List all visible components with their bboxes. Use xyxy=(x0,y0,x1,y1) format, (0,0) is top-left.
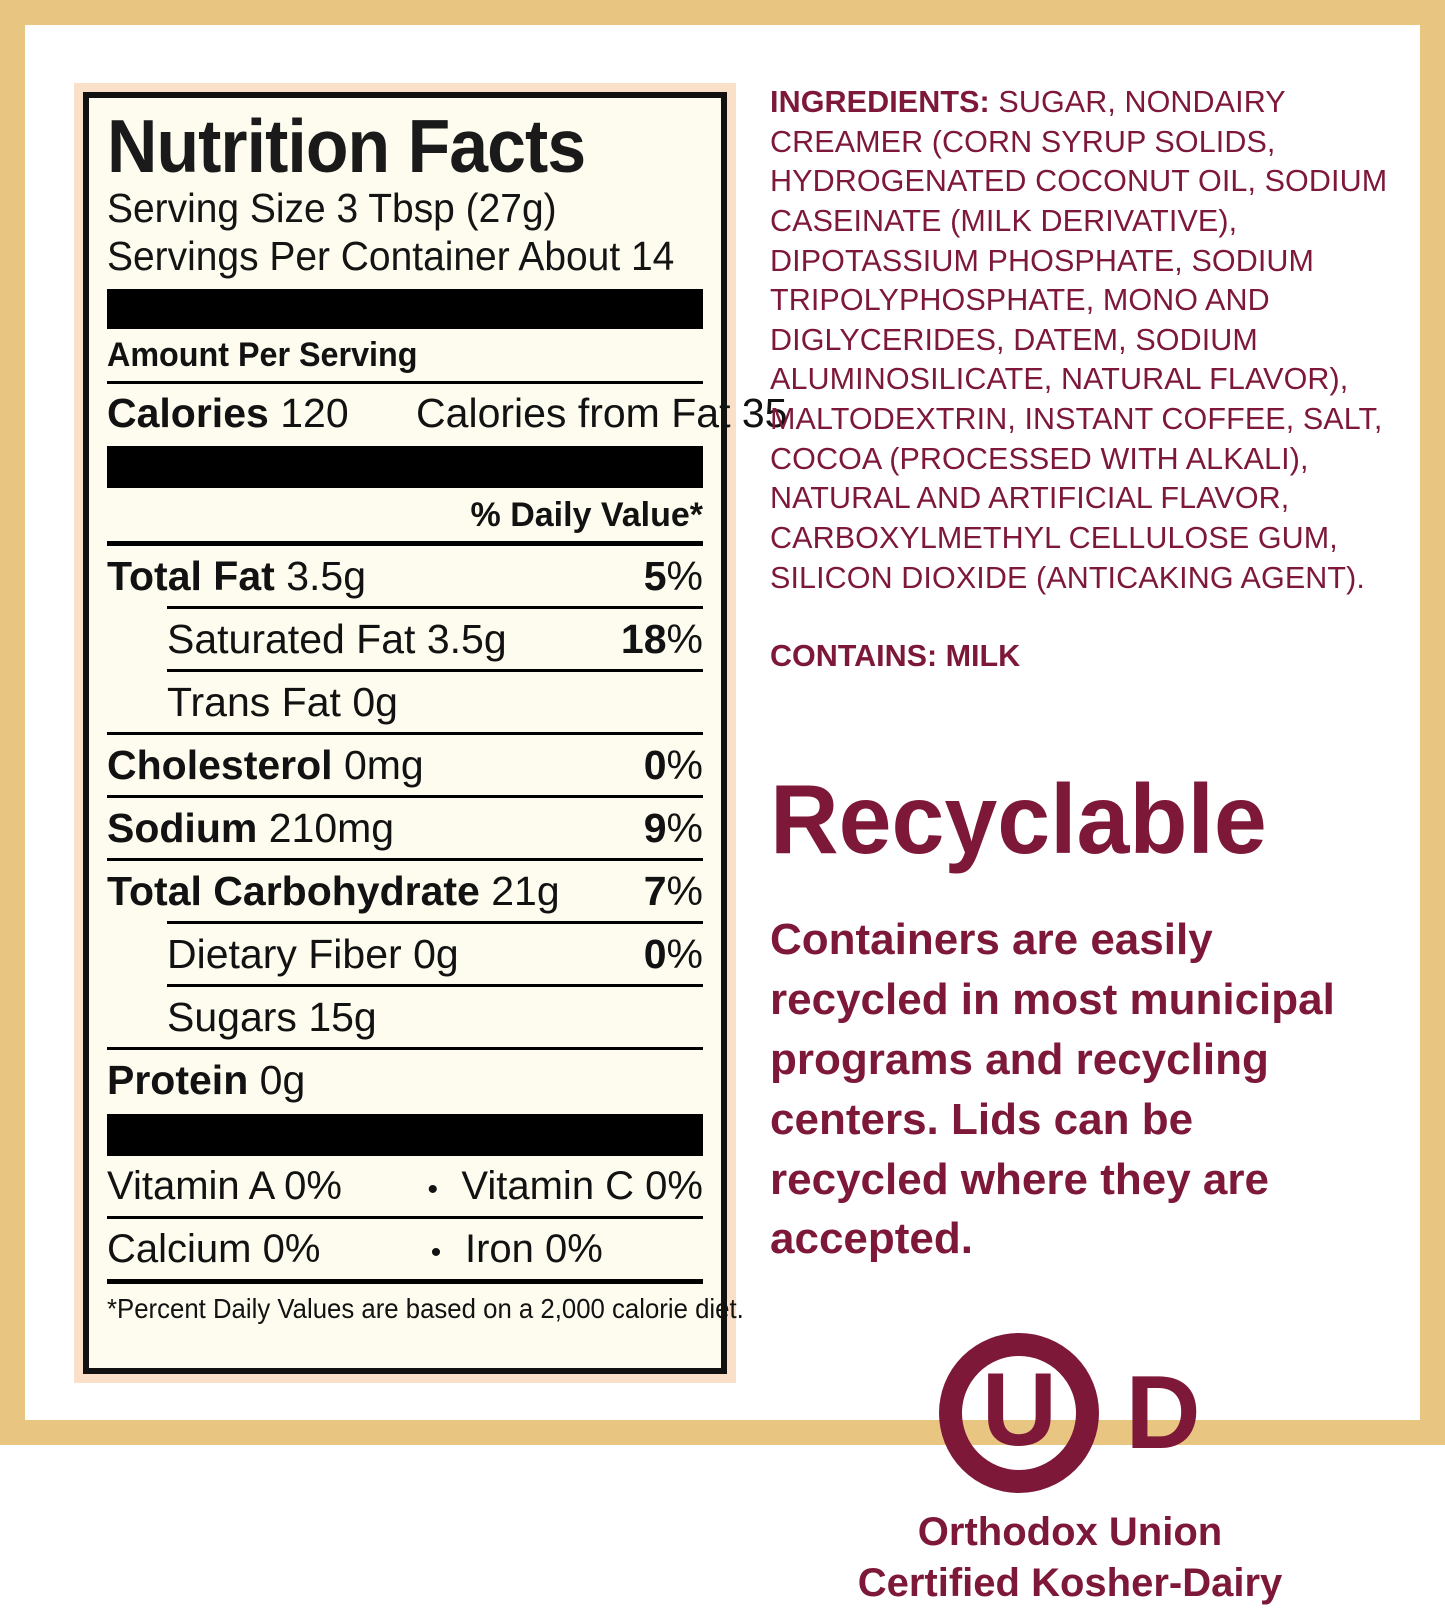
calories-label: Calories xyxy=(107,390,269,437)
contains-allergen-statement: CONTAINS: MILK xyxy=(770,639,1021,674)
divider-hairline xyxy=(107,795,703,799)
divider-thick-vitamins xyxy=(107,1114,703,1157)
ou-circle-icon: U xyxy=(939,1333,1100,1494)
nutrient-name-amount: Dietary Fiber 0g xyxy=(167,931,459,978)
nutrient-name: Saturated Fat xyxy=(167,616,416,663)
calcium-value: Calcium 0% xyxy=(107,1227,321,1272)
nutrient-daily-value: 0% xyxy=(643,931,703,978)
divider-thick-top xyxy=(107,289,703,330)
divider-hairline xyxy=(107,381,703,385)
ou-dairy-letter: D xyxy=(1125,1355,1201,1472)
divider-hairline xyxy=(107,1216,703,1220)
daily-value-footnote: *Percent Daily Values are based on a 2,0… xyxy=(107,1293,744,1325)
iron-value: Iron 0% xyxy=(465,1227,603,1272)
ingredients-heading: INGREDIENTS: xyxy=(770,85,990,119)
calories-row: Calories 120 Calories from Fat 35 xyxy=(107,384,787,442)
nutrition-facts-title: Nutrition Facts xyxy=(107,104,586,188)
daily-value-header-row: % Daily Value* xyxy=(107,488,703,541)
nutrient-name: Trans Fat xyxy=(167,679,341,726)
nutrient-row-saturated-fat: Saturated Fat 3.5g 18% xyxy=(107,609,703,669)
nutrient-daily-value: 9% xyxy=(643,805,703,852)
daily-value-header: % Daily Value* xyxy=(470,496,703,535)
nutrient-amount: 0mg xyxy=(343,742,424,789)
nutrient-row-cholesterol: Cholesterol 0mg 0% xyxy=(107,735,703,795)
amount-per-serving-row: Amount Per Serving xyxy=(107,329,673,381)
nutrient-row-sodium: Sodium 210mg 9% xyxy=(107,798,703,858)
nutrient-name: Protein xyxy=(107,1057,249,1104)
nutrient-daily-value: 5% xyxy=(643,553,703,600)
nutrient-name: Sugars xyxy=(167,994,297,1041)
nutrient-row-sugars: Sugars 15g xyxy=(107,987,703,1047)
nutrient-name-amount: Cholesterol 0mg xyxy=(107,742,424,789)
nutrient-row-total-fat: Total Fat 3.5g 5% xyxy=(107,546,703,606)
nutrient-row-trans-fat: Trans Fat 0g xyxy=(107,672,703,732)
nutrient-daily-value: 0% xyxy=(643,742,703,789)
nutrient-amount: 0g xyxy=(259,1057,306,1104)
right-column: INGREDIENTS: SUGAR, NONDAIRY CREAMER (CO… xyxy=(770,83,1410,1610)
bullet-separator-icon: • xyxy=(430,1236,442,1270)
ingredients-block: INGREDIENTS: SUGAR, NONDAIRY CREAMER (CO… xyxy=(770,83,1410,598)
nutrient-name: Dietary Fiber xyxy=(167,931,402,978)
nutrient-amount: 3.5g xyxy=(286,553,367,600)
nutrient-name: Total Carbohydrate xyxy=(107,868,480,915)
calories-group: Calories 120 Calories from Fat 35 xyxy=(107,390,787,437)
divider-medium xyxy=(107,541,703,547)
divider-hairline xyxy=(167,921,703,925)
divider-hairline xyxy=(167,606,703,610)
nutrient-amount: 21g xyxy=(491,868,560,915)
serving-size: Serving Size 3 Tbsp (27g) xyxy=(107,185,557,231)
kosher-caption-line1: Orthodox Union xyxy=(917,1510,1223,1555)
divider-hairline xyxy=(107,732,703,736)
nutrient-name-amount: Total Carbohydrate 21g xyxy=(107,868,560,915)
nutrient-amount: 210mg xyxy=(268,805,395,852)
calories-from-fat: Calories from Fat 35 xyxy=(416,390,788,437)
kosher-caption: Orthodox Union Certified Kosher-Dairy xyxy=(858,1507,1283,1609)
nutrient-amount: 3.5g xyxy=(426,616,507,663)
servings-per-container: Servings Per Container About 14 xyxy=(107,232,675,279)
vitamin-c-value: Vitamin C 0% xyxy=(461,1164,703,1209)
calories-value: 120 xyxy=(280,390,349,437)
nutrient-daily-value: 18% xyxy=(620,616,703,663)
nutrient-row-dietary-fiber: Dietary Fiber 0g 0% xyxy=(107,924,703,984)
nutrient-amount: 15g xyxy=(308,994,377,1041)
bullet-separator-icon: • xyxy=(427,1173,438,1207)
nutrition-facts-panel: Nutrition Facts Serving Size 3 Tbsp (27g… xyxy=(74,83,787,1383)
nutrient-name: Cholesterol xyxy=(107,742,333,789)
amount-per-serving-label: Amount Per Serving xyxy=(107,336,418,375)
nutrition-facts-inner: Nutrition Facts Serving Size 3 Tbsp (27g… xyxy=(83,92,787,1374)
divider-medium-footnote xyxy=(107,1279,703,1285)
vitamin-row-calcium-iron: Calcium 0% • Iron 0% xyxy=(107,1219,703,1279)
vitamin-a-value: Vitamin A 0% xyxy=(107,1164,342,1209)
vitamin-row-a-c: Vitamin A 0% • Vitamin C 0% xyxy=(107,1156,703,1216)
ingredients-body: SUGAR, NONDAIRY CREAMER (CORN SYRUP SOLI… xyxy=(770,85,1388,595)
kosher-certification-block: U D Orthodox Union Certified Kosher-Dair… xyxy=(770,1333,1370,1609)
ou-kosher-icon: U D xyxy=(939,1333,1201,1494)
recyclable-body-text: Containers are easily recycled in most m… xyxy=(770,915,1335,1264)
label-canvas: Nutrition Facts Serving Size 3 Tbsp (27g… xyxy=(25,25,1420,1605)
nutrient-amount: 0g xyxy=(352,679,398,726)
nutrient-name-amount: Protein 0g xyxy=(107,1057,305,1104)
nutrient-name-amount: Total Fat 3.5g xyxy=(107,553,366,600)
ou-u-letter: U xyxy=(981,1352,1057,1469)
nutrient-name-amount: Sugars 15g xyxy=(167,994,377,1041)
recyclable-heading: Recyclable xyxy=(770,764,1267,875)
divider-thick-calories xyxy=(107,446,703,489)
divider-hairline xyxy=(107,1047,703,1051)
nutrient-amount: 0g xyxy=(413,931,459,978)
divider-hairline xyxy=(107,858,703,862)
nutrient-row-total-carbohydrate: Total Carbohydrate 21g 7% xyxy=(107,861,703,921)
nutrient-name-amount: Trans Fat 0g xyxy=(167,679,398,726)
nutrient-name-amount: Saturated Fat 3.5g xyxy=(167,616,507,663)
divider-hairline xyxy=(167,669,703,673)
nutrient-name: Total Fat xyxy=(107,553,275,600)
nutrient-name-amount: Sodium 210mg xyxy=(107,805,394,852)
kosher-caption-line2: Certified Kosher-Dairy xyxy=(857,1561,1283,1606)
nutrient-name: Sodium xyxy=(107,805,258,852)
nutrient-daily-value: 7% xyxy=(643,868,703,915)
divider-hairline xyxy=(167,984,703,988)
nutrient-row-protein: Protein 0g xyxy=(107,1050,703,1110)
